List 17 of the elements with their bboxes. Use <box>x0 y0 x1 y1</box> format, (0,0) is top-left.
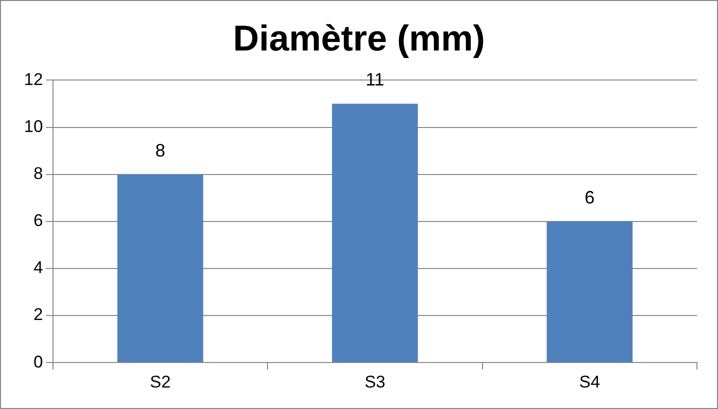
y-tick-label: 4 <box>33 258 43 278</box>
y-tick-label: 12 <box>24 70 43 89</box>
x-tick-label: S3 <box>364 372 386 392</box>
y-tick-label: 2 <box>33 305 43 324</box>
bar <box>332 104 418 362</box>
y-tick-label: 10 <box>24 116 43 136</box>
y-tick-label: 8 <box>33 164 43 184</box>
x-tick-label: S2 <box>150 372 171 392</box>
bar <box>117 174 204 362</box>
data-label: 6 <box>584 187 595 208</box>
y-tick-label: 0 <box>33 352 43 372</box>
data-label: 8 <box>155 140 166 160</box>
data-label: 11 <box>366 70 384 90</box>
chart-title: Diamètre (mm) <box>232 18 486 59</box>
x-tick-label: S4 <box>579 372 600 392</box>
bar <box>546 221 633 362</box>
y-tick-label: 6 <box>33 211 43 230</box>
